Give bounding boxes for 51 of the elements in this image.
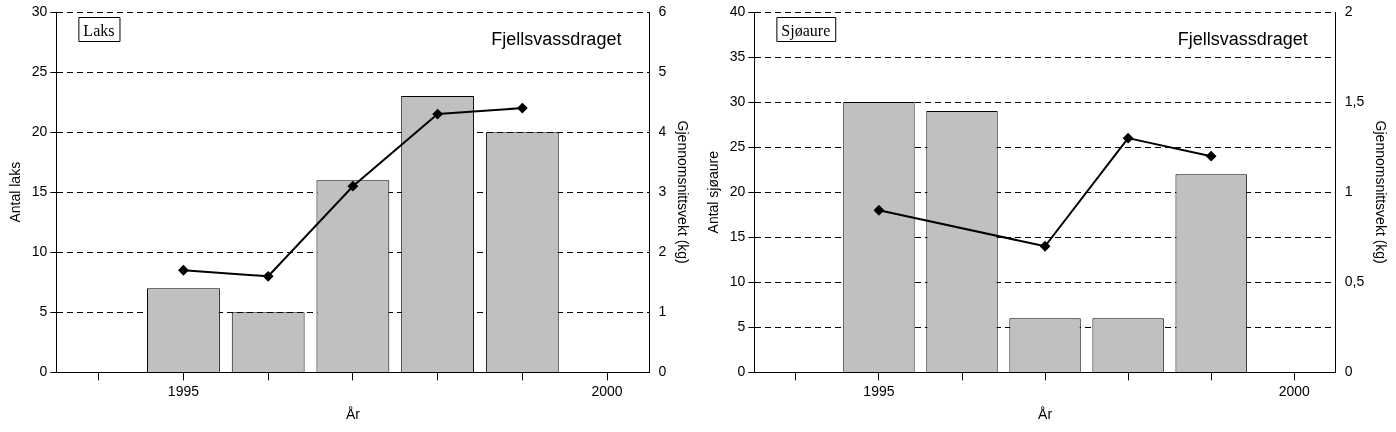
point [178, 265, 189, 276]
annotation: Sjøaure [781, 22, 831, 41]
y2-tick-label: 4 [658, 122, 667, 139]
y2-tick-label: 0 [658, 363, 667, 380]
y2-tick-label: 2 [658, 243, 667, 260]
y2-axis-title: Gjennomsnittsvekt (kg) [674, 120, 691, 264]
annotation: Laks [83, 22, 115, 40]
x-tick-label: 1995 [863, 382, 895, 399]
y2-tick-label: 3 [658, 183, 667, 200]
y2-tick-label: 1 [1344, 183, 1353, 200]
x-tick-label: 2000 [591, 382, 623, 399]
x-axis-title: År [1038, 406, 1053, 423]
y2-tick-label: 0,5 [1344, 273, 1365, 290]
y2-tick-label: 5 [658, 62, 667, 79]
y-tick-label: 20 [729, 183, 746, 200]
y2-tick-label: 1,5 [1344, 92, 1365, 109]
y-tick-label: 0 [737, 363, 746, 380]
y2-tick-label: 1 [658, 303, 667, 320]
point [1206, 151, 1217, 162]
y2-tick-label: 0 [1344, 363, 1353, 380]
y-tick-label: 30 [729, 92, 746, 109]
y-axis-title: Antal laks [7, 161, 24, 223]
y-tick-label: 15 [729, 228, 746, 245]
y-tick-label: 30 [31, 2, 48, 19]
point [432, 109, 443, 120]
y-axis-title: Antal sjøaure [705, 150, 722, 234]
y-tick-label: 40 [729, 2, 746, 19]
point [1040, 241, 1051, 252]
annotation: Fjellsvassdraget [1177, 28, 1308, 49]
y-tick-label: 20 [31, 122, 48, 139]
y2-axis-title: Gjennomsnittsvekt (kg) [1372, 120, 1389, 264]
y-tick-label: 10 [31, 243, 48, 260]
y2-tick-label: 2 [1344, 2, 1353, 19]
x-tick-label: 2000 [1278, 382, 1310, 399]
x-axis-title: År [345, 406, 361, 423]
x-tick-label: 1995 [167, 382, 200, 399]
y-tick-label: 5 [737, 318, 746, 335]
annotation: Fjellsvassdraget [491, 28, 622, 49]
point [347, 181, 358, 192]
y-tick-label: 5 [39, 303, 48, 320]
y2-tick-label: 6 [658, 2, 667, 19]
y-tick-label: 35 [729, 47, 746, 64]
y-tick-label: 10 [729, 273, 746, 290]
point [1123, 133, 1134, 144]
point [517, 103, 528, 114]
y-tick-label: 25 [31, 62, 48, 79]
point [263, 271, 274, 282]
y-tick-label: 25 [729, 138, 746, 155]
y-tick-label: 15 [31, 183, 48, 200]
point [873, 205, 884, 216]
y-tick-label: 0 [39, 363, 48, 380]
